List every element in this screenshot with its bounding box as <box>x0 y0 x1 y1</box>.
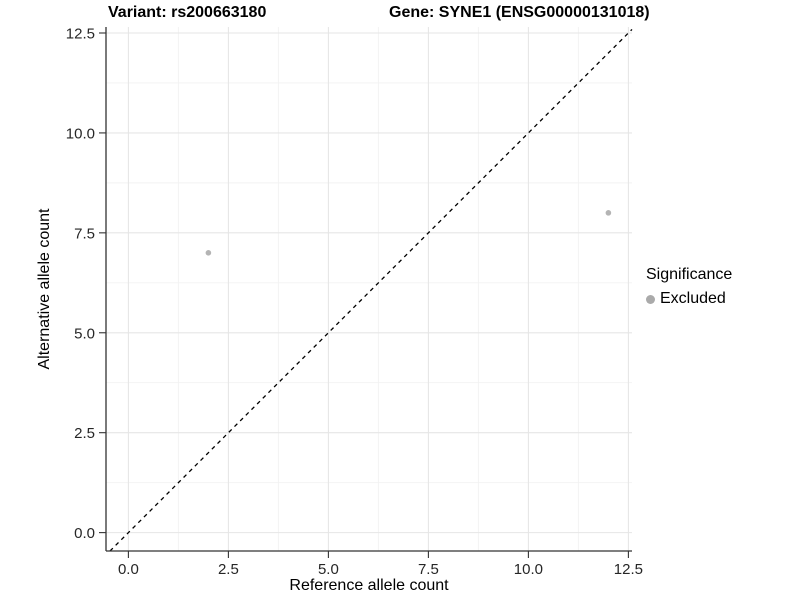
x-axis-title: Reference allele count <box>289 577 449 594</box>
gene-title: Gene: SYNE1 (ENSG00000131018) <box>389 4 650 21</box>
legend-title: Significance <box>646 266 733 283</box>
y-tick-label: 5.0 <box>74 325 95 342</box>
excluded-point-icon <box>646 294 655 304</box>
y-tick-label: 0.0 <box>74 525 95 542</box>
x-tick-label: 10.0 <box>514 561 543 578</box>
x-tick-label: 0.0 <box>118 561 139 578</box>
legend-item-label: Excluded <box>660 290 726 307</box>
x-tick-label: 5.0 <box>318 561 339 578</box>
variant-title: Variant: rs200663180 <box>108 4 267 21</box>
identity-line <box>109 28 633 552</box>
x-tick-label: 2.5 <box>218 561 239 578</box>
y-tick-label: 10.0 <box>66 125 95 142</box>
x-tick-label: 12.5 <box>614 561 643 578</box>
legend: Significance Excluded <box>646 266 732 308</box>
data-point <box>205 250 212 256</box>
legend-item-excluded: Excluded <box>646 290 732 308</box>
y-tick-label: 2.5 <box>74 425 95 442</box>
y-tick-label: 7.5 <box>74 225 95 242</box>
x-tick-label: 7.5 <box>418 561 439 578</box>
y-tick-label: 12.5 <box>66 25 95 42</box>
data-point <box>605 210 612 216</box>
y-axis-title: Alternative allele count <box>36 208 53 370</box>
